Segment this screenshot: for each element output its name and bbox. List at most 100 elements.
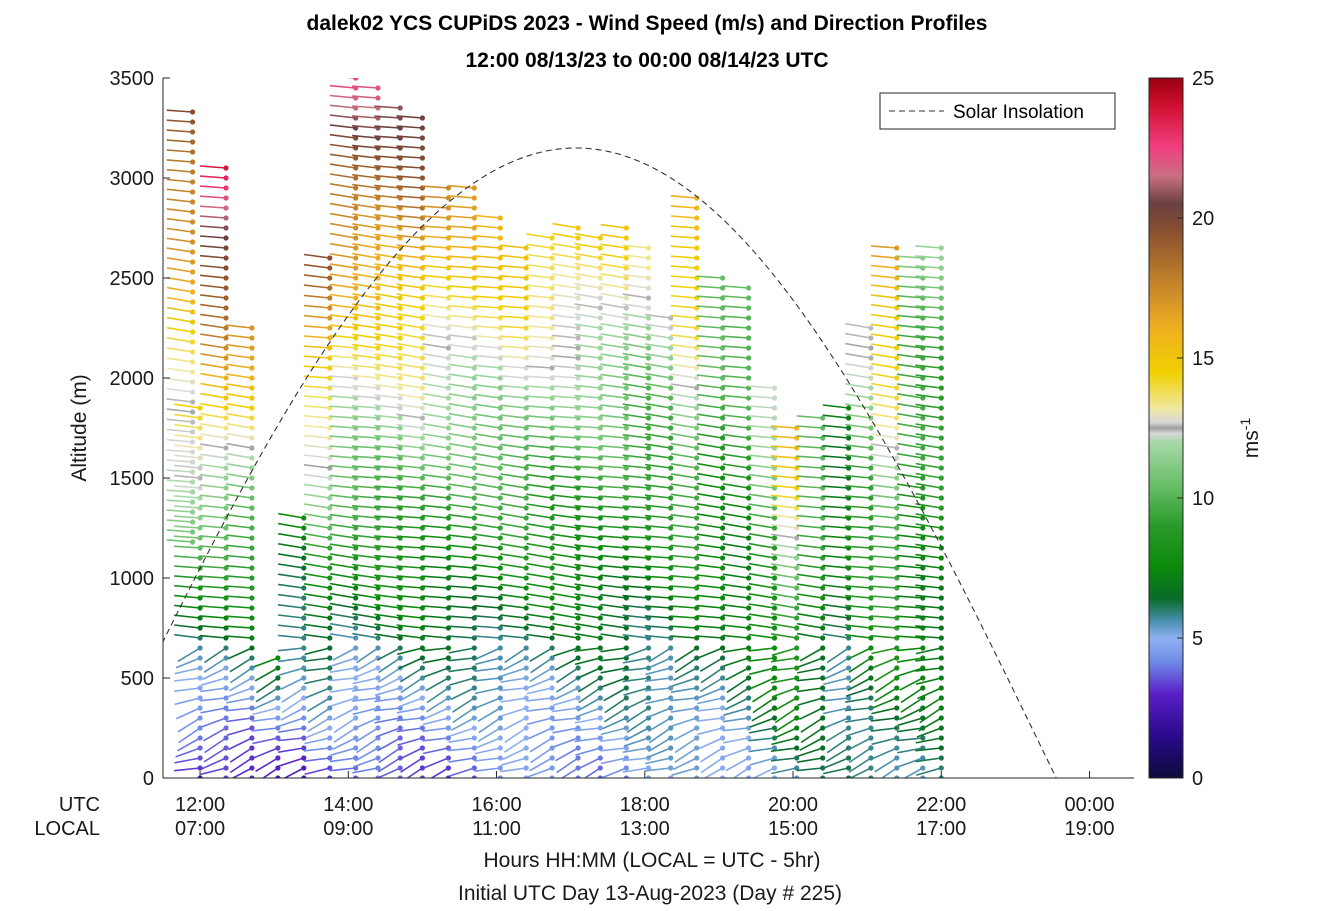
wind-barb-shaft bbox=[825, 747, 850, 763]
wind-barb-shaft bbox=[166, 337, 193, 343]
wind-barb-shaft bbox=[845, 362, 872, 369]
wind-barb-point bbox=[794, 595, 800, 601]
wind-barb-point bbox=[223, 455, 229, 461]
wind-barb-shaft bbox=[352, 524, 379, 529]
wind-barb-point bbox=[623, 715, 629, 721]
wind-barb-shaft bbox=[474, 492, 501, 499]
wind-barb-point bbox=[597, 265, 603, 271]
wind-barb-shaft bbox=[722, 593, 749, 599]
wind-barb-shaft bbox=[897, 717, 924, 727]
wind-barb-shaft bbox=[474, 403, 501, 409]
wind-barb-point bbox=[523, 575, 529, 581]
wind-barb-shaft bbox=[166, 529, 193, 533]
wind-barb-shaft bbox=[352, 534, 379, 539]
wind-barb-shaft bbox=[396, 555, 423, 559]
wind-barb-point bbox=[771, 395, 778, 401]
wind-barb-shaft bbox=[845, 717, 872, 723]
wind-barb-shaft bbox=[352, 593, 379, 599]
wind-barb-shaft bbox=[203, 647, 227, 664]
profile-column bbox=[329, 78, 359, 778]
wind-barb-shaft bbox=[526, 687, 553, 695]
wind-barb-shaft bbox=[474, 687, 501, 695]
wind-barb-shaft bbox=[552, 474, 579, 479]
wind-barb-shaft bbox=[329, 283, 356, 289]
wind-barb-point bbox=[920, 505, 926, 511]
wind-barb-point bbox=[938, 605, 944, 611]
wind-barb-point bbox=[794, 685, 800, 691]
wind-barb-point bbox=[497, 555, 503, 561]
wind-barb-shaft bbox=[227, 647, 253, 660]
wind-barb-point bbox=[820, 675, 826, 681]
wind-barb-point bbox=[249, 555, 255, 561]
wind-barb-shaft bbox=[552, 405, 579, 409]
wind-barb-shaft bbox=[396, 727, 423, 733]
profile-column bbox=[748, 385, 778, 778]
wind-barb-shaft bbox=[671, 717, 697, 727]
wind-barb-point bbox=[794, 765, 800, 771]
x-tick-label-utc: 00:00 bbox=[1064, 794, 1114, 816]
wind-barb-point bbox=[223, 655, 229, 661]
wind-barb-shaft bbox=[374, 115, 401, 119]
wind-barb-point bbox=[249, 565, 255, 571]
wind-barb-shaft bbox=[770, 633, 797, 639]
wind-barb-point bbox=[190, 519, 196, 525]
wind-barb-shaft bbox=[600, 414, 627, 419]
wind-barb-shaft bbox=[750, 677, 775, 690]
wind-barb-point bbox=[868, 425, 874, 431]
wind-barb-point bbox=[445, 655, 451, 661]
wind-barb-shaft bbox=[422, 605, 449, 609]
wind-barb-point bbox=[549, 755, 555, 761]
profile-column bbox=[915, 245, 944, 778]
wind-barb-shaft bbox=[329, 767, 356, 772]
wind-barb-shaft bbox=[623, 647, 649, 658]
wind-barb-point bbox=[794, 525, 800, 531]
wind-barb-shaft bbox=[696, 574, 723, 579]
wind-barb-shaft bbox=[374, 273, 401, 279]
wind-barb-shaft bbox=[448, 314, 475, 319]
wind-barb-shaft bbox=[844, 614, 871, 619]
wind-barb-point bbox=[397, 605, 403, 611]
wind-barb-shaft bbox=[796, 687, 823, 693]
wind-barb-point bbox=[597, 595, 603, 601]
wind-barb-shaft bbox=[500, 453, 527, 459]
wind-barb-shaft bbox=[915, 523, 942, 529]
wind-barb-point bbox=[794, 535, 800, 541]
wind-barb-shaft bbox=[329, 293, 356, 299]
wind-barb-point bbox=[419, 425, 425, 431]
wind-barb-point bbox=[720, 495, 726, 501]
wind-barb-point bbox=[938, 745, 944, 751]
wind-barb-point bbox=[938, 485, 944, 491]
wind-barb-point bbox=[471, 665, 477, 671]
wind-barb-shaft bbox=[526, 454, 553, 459]
wind-barb-shaft bbox=[174, 614, 201, 619]
wind-barb-point bbox=[597, 635, 603, 641]
wind-barb-shaft bbox=[422, 443, 449, 449]
solar-insolation-curve bbox=[163, 147, 1134, 778]
wind-barb-point bbox=[771, 645, 778, 651]
wind-barb-point bbox=[301, 665, 307, 671]
wind-barb-shaft bbox=[352, 354, 379, 359]
wind-barb-shaft bbox=[500, 697, 527, 703]
wind-barb-shaft bbox=[822, 535, 849, 539]
wind-barb-shaft bbox=[252, 707, 279, 716]
wind-barb-point bbox=[623, 345, 629, 351]
wind-barb-shaft bbox=[166, 316, 193, 323]
wind-barb-shaft bbox=[452, 697, 475, 713]
wind-barb-shaft bbox=[845, 332, 872, 339]
wind-barb-point bbox=[938, 325, 944, 331]
wind-barb-shaft bbox=[201, 717, 227, 728]
wind-barb-point bbox=[894, 735, 900, 741]
wind-barb-shaft bbox=[166, 178, 193, 183]
wind-barb-shaft bbox=[422, 504, 449, 509]
wind-barb-shaft bbox=[278, 553, 304, 559]
wind-barb-shaft bbox=[822, 603, 849, 609]
wind-barb-point bbox=[694, 595, 700, 601]
wind-barb-point bbox=[375, 265, 381, 271]
wind-barb-shaft bbox=[622, 474, 649, 479]
wind-barb-point bbox=[694, 485, 700, 491]
wind-barb-shaft bbox=[749, 717, 775, 728]
wind-barb-point bbox=[938, 335, 944, 341]
wind-barb-point bbox=[497, 535, 503, 541]
wind-barb-shaft bbox=[474, 413, 501, 419]
wind-barb-shaft bbox=[552, 375, 579, 379]
